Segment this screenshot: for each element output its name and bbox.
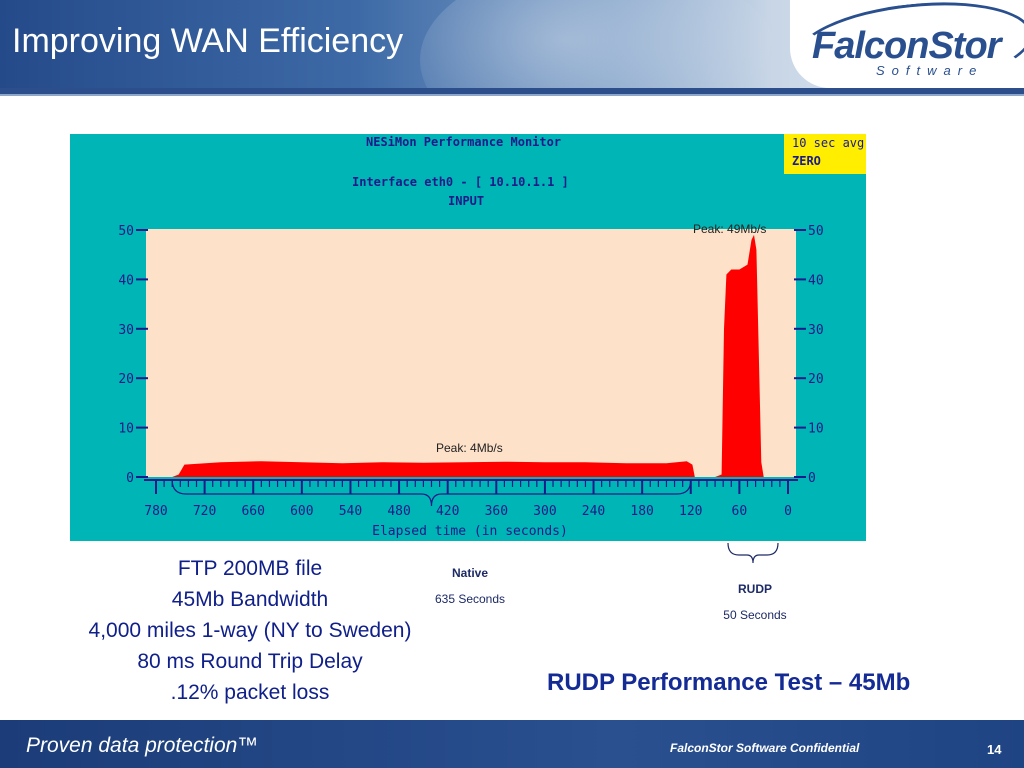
brace-rudp — [727, 542, 779, 564]
x-tick-label: 600 — [290, 504, 313, 519]
footer-tagline: Proven data protection™ — [26, 734, 259, 757]
test-conditions: FTP 200MB file 45Mb Bandwidth 4,000 mile… — [40, 553, 460, 708]
logo-background — [790, 0, 1024, 88]
rudp-time: 50 Seconds — [723, 608, 787, 622]
x-tick-label: 660 — [241, 504, 264, 519]
x-tick-label: 60 — [732, 504, 748, 519]
x-tick-label: 360 — [485, 504, 508, 519]
info-line: FTP 200MB file — [177, 557, 323, 580]
logo-text: FalconStor — [812, 25, 1001, 67]
y-tick-label-right: 20 — [808, 372, 824, 387]
y-tick-label-right: 40 — [808, 273, 824, 288]
footer-confidential: FalconStor Software Confidential — [670, 741, 860, 755]
avg-value: ZERO — [792, 154, 821, 168]
x-tick-label: 720 — [193, 504, 216, 519]
avg-label: 10 sec avg — [792, 136, 865, 150]
logo-subtext: Software — [876, 63, 984, 78]
y-tick-label: 30 — [118, 323, 134, 338]
y-tick-label-right: 30 — [808, 323, 824, 338]
x-tick-label: 180 — [630, 504, 653, 519]
plot-area — [146, 229, 796, 477]
monitor-interface: Interface eth0 - [ 10.10.1.1 ] — [352, 175, 569, 189]
rudp-performance-title: RUDP Performance Test – 45Mb — [547, 669, 911, 696]
page-number: 14 — [987, 742, 1002, 757]
series-area — [156, 234, 788, 477]
slide-title: Improving WAN Efficiency — [12, 22, 404, 60]
avg-box — [784, 134, 866, 174]
info-line: .12% packet loss — [170, 681, 330, 704]
slide-footer — [0, 720, 1024, 768]
y-tick-label: 20 — [118, 372, 134, 387]
x-tick-label: 300 — [533, 504, 556, 519]
x-tick-label: 780 — [144, 504, 167, 519]
info-line: 45Mb Bandwidth — [171, 588, 329, 611]
native-label: Native — [451, 566, 489, 580]
header-globe-graphic — [420, 0, 780, 88]
info-line: 80 ms Round Trip Delay — [137, 650, 363, 673]
header-divider-light — [0, 94, 1024, 96]
rudp-label: RUDP — [737, 582, 772, 596]
x-tick-label: 540 — [339, 504, 362, 519]
x-axis-label: Elapsed time (in seconds) — [372, 524, 568, 539]
monitor-direction: INPUT — [448, 194, 485, 208]
y-tick-label: 10 — [118, 422, 134, 437]
header-divider — [0, 88, 1024, 94]
y-tick-label: 50 — [118, 224, 134, 239]
x-tick-label: 420 — [436, 504, 459, 519]
native-time: 635 Seconds — [434, 592, 506, 606]
y-tick-label-right: 10 — [808, 422, 824, 437]
peak-rudp-label: Peak: 49Mb/s — [693, 222, 767, 236]
monitor-title: NESiMon Performance Monitor — [366, 135, 562, 149]
peak-native-label: Peak: 4Mb/s — [436, 441, 503, 455]
info-line: 4,000 miles 1-way (NY to Sweden) — [88, 619, 412, 642]
x-tick-label: 240 — [582, 504, 605, 519]
x-tick-label: 0 — [784, 504, 792, 519]
brace-native — [171, 479, 692, 507]
y-tick-label-right: 50 — [808, 224, 824, 239]
y-tick-label: 40 — [118, 273, 134, 288]
y-tick-label: 0 — [126, 471, 134, 486]
x-tick-label: 480 — [387, 504, 410, 519]
x-tick-label: 120 — [679, 504, 702, 519]
y-tick-label-right: 0 — [808, 471, 816, 486]
